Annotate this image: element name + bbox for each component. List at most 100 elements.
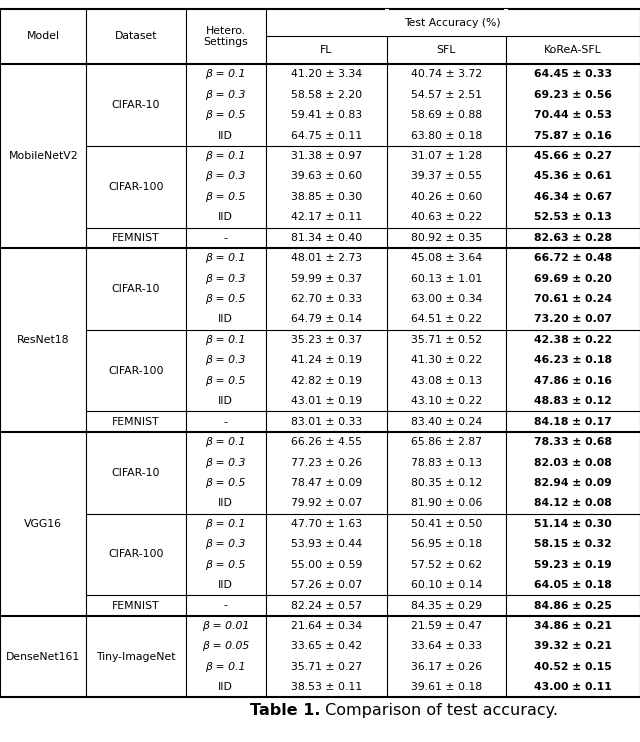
Text: 57.52 ± 0.62: 57.52 ± 0.62 bbox=[411, 559, 482, 570]
Text: IID: IID bbox=[218, 682, 233, 692]
Text: SFL: SFL bbox=[436, 45, 456, 56]
Text: 66.72 ± 0.48: 66.72 ± 0.48 bbox=[534, 253, 612, 263]
Text: β = 0.1: β = 0.1 bbox=[205, 69, 246, 79]
Text: 41.24 ± 0.19: 41.24 ± 0.19 bbox=[291, 355, 362, 365]
Text: 65.86 ± 2.87: 65.86 ± 2.87 bbox=[411, 437, 482, 447]
Text: 60.10 ± 0.14: 60.10 ± 0.14 bbox=[411, 580, 482, 590]
Text: 70.44 ± 0.53: 70.44 ± 0.53 bbox=[534, 110, 612, 120]
Text: 45.36 ± 0.61: 45.36 ± 0.61 bbox=[534, 171, 612, 182]
Text: Dataset: Dataset bbox=[115, 31, 157, 42]
Text: 59.41 ± 0.83: 59.41 ± 0.83 bbox=[291, 110, 362, 120]
Text: 42.38 ± 0.22: 42.38 ± 0.22 bbox=[534, 335, 612, 345]
Text: Hetero.
Settings: Hetero. Settings bbox=[204, 26, 248, 47]
Text: 40.26 ± 0.60: 40.26 ± 0.60 bbox=[411, 192, 482, 202]
Text: 38.53 ± 0.11: 38.53 ± 0.11 bbox=[291, 682, 362, 692]
Text: 66.26 ± 4.55: 66.26 ± 4.55 bbox=[291, 437, 362, 447]
Text: β = 0.5: β = 0.5 bbox=[205, 110, 246, 120]
Text: VGG16: VGG16 bbox=[24, 519, 62, 529]
Text: 70.61 ± 0.24: 70.61 ± 0.24 bbox=[534, 294, 612, 304]
Text: 82.03 ± 0.08: 82.03 ± 0.08 bbox=[534, 458, 612, 467]
Text: 80.92 ± 0.35: 80.92 ± 0.35 bbox=[411, 233, 482, 243]
Text: Comparison of test accuracy.: Comparison of test accuracy. bbox=[320, 703, 558, 718]
Text: 41.20 ± 3.34: 41.20 ± 3.34 bbox=[291, 69, 362, 79]
Text: 79.92 ± 0.07: 79.92 ± 0.07 bbox=[291, 499, 362, 508]
Text: CIFAR-100: CIFAR-100 bbox=[108, 182, 164, 191]
Text: 77.23 ± 0.26: 77.23 ± 0.26 bbox=[291, 458, 362, 467]
Text: 60.13 ± 1.01: 60.13 ± 1.01 bbox=[411, 274, 482, 283]
Text: 51.14 ± 0.30: 51.14 ± 0.30 bbox=[534, 519, 612, 529]
Text: 47.70 ± 1.63: 47.70 ± 1.63 bbox=[291, 519, 362, 529]
Text: 43.00 ± 0.11: 43.00 ± 0.11 bbox=[534, 682, 612, 692]
Text: FEMNIST: FEMNIST bbox=[112, 417, 160, 427]
Text: 43.10 ± 0.22: 43.10 ± 0.22 bbox=[411, 396, 482, 406]
Text: 55.00 ± 0.59: 55.00 ± 0.59 bbox=[291, 559, 362, 570]
Text: IID: IID bbox=[218, 396, 233, 406]
Text: 46.34 ± 0.67: 46.34 ± 0.67 bbox=[534, 192, 612, 202]
Text: IID: IID bbox=[218, 315, 233, 324]
Text: 59.99 ± 0.37: 59.99 ± 0.37 bbox=[291, 274, 362, 283]
Text: 83.01 ± 0.33: 83.01 ± 0.33 bbox=[291, 417, 362, 427]
Text: 40.74 ± 3.72: 40.74 ± 3.72 bbox=[411, 69, 482, 79]
Text: 62.70 ± 0.33: 62.70 ± 0.33 bbox=[291, 294, 362, 304]
Text: 35.71 ± 0.52: 35.71 ± 0.52 bbox=[411, 335, 482, 345]
Text: 33.65 ± 0.42: 33.65 ± 0.42 bbox=[291, 641, 362, 651]
Text: 45.66 ± 0.27: 45.66 ± 0.27 bbox=[534, 151, 612, 161]
Text: 48.01 ± 2.73: 48.01 ± 2.73 bbox=[291, 253, 362, 263]
Text: 59.23 ± 0.19: 59.23 ± 0.19 bbox=[534, 559, 612, 570]
Text: 82.63 ± 0.28: 82.63 ± 0.28 bbox=[534, 233, 612, 243]
Text: CIFAR-100: CIFAR-100 bbox=[108, 550, 164, 559]
Text: 53.93 ± 0.44: 53.93 ± 0.44 bbox=[291, 539, 362, 549]
Text: CIFAR-100: CIFAR-100 bbox=[108, 366, 164, 375]
Text: 84.86 ± 0.25: 84.86 ± 0.25 bbox=[534, 600, 612, 611]
Text: 21.64 ± 0.34: 21.64 ± 0.34 bbox=[291, 621, 362, 631]
Text: 40.63 ± 0.22: 40.63 ± 0.22 bbox=[411, 212, 482, 223]
Text: β = 0.3: β = 0.3 bbox=[205, 458, 246, 467]
Text: 63.00 ± 0.34: 63.00 ± 0.34 bbox=[411, 294, 482, 304]
Text: 58.15 ± 0.32: 58.15 ± 0.32 bbox=[534, 539, 612, 549]
Text: β = 0.05: β = 0.05 bbox=[202, 641, 249, 651]
Text: β = 0.1: β = 0.1 bbox=[205, 519, 246, 529]
Text: 45.08 ± 3.64: 45.08 ± 3.64 bbox=[411, 253, 482, 263]
Text: 54.57 ± 2.51: 54.57 ± 2.51 bbox=[411, 90, 482, 99]
Text: IID: IID bbox=[218, 131, 233, 140]
Text: 69.69 ± 0.20: 69.69 ± 0.20 bbox=[534, 274, 612, 283]
Text: β = 0.5: β = 0.5 bbox=[205, 478, 246, 488]
Text: -: - bbox=[223, 233, 228, 243]
Text: 39.32 ± 0.21: 39.32 ± 0.21 bbox=[534, 641, 612, 651]
Text: 64.51 ± 0.22: 64.51 ± 0.22 bbox=[411, 315, 482, 324]
Text: 43.01 ± 0.19: 43.01 ± 0.19 bbox=[291, 396, 362, 406]
Text: 50.41 ± 0.50: 50.41 ± 0.50 bbox=[411, 519, 482, 529]
Text: CIFAR-10: CIFAR-10 bbox=[112, 100, 160, 110]
Text: 64.79 ± 0.14: 64.79 ± 0.14 bbox=[291, 315, 362, 324]
Text: 69.23 ± 0.56: 69.23 ± 0.56 bbox=[534, 90, 612, 99]
Text: β = 0.3: β = 0.3 bbox=[205, 90, 246, 99]
Text: FEMNIST: FEMNIST bbox=[112, 233, 160, 243]
Text: Table 1.: Table 1. bbox=[250, 703, 320, 718]
Bar bbox=[504, 9, 508, 36]
Text: 33.64 ± 0.33: 33.64 ± 0.33 bbox=[411, 641, 482, 651]
Text: 40.52 ± 0.15: 40.52 ± 0.15 bbox=[534, 662, 612, 672]
Text: 35.71 ± 0.27: 35.71 ± 0.27 bbox=[291, 662, 362, 672]
Text: 46.23 ± 0.18: 46.23 ± 0.18 bbox=[534, 355, 612, 365]
Text: β = 0.3: β = 0.3 bbox=[205, 274, 246, 283]
Text: 82.94 ± 0.09: 82.94 ± 0.09 bbox=[534, 478, 612, 488]
Text: 83.40 ± 0.24: 83.40 ± 0.24 bbox=[411, 417, 482, 427]
Text: 39.63 ± 0.60: 39.63 ± 0.60 bbox=[291, 171, 362, 182]
Text: 35.23 ± 0.37: 35.23 ± 0.37 bbox=[291, 335, 362, 345]
Text: 31.38 ± 0.97: 31.38 ± 0.97 bbox=[291, 151, 362, 161]
Text: CIFAR-10: CIFAR-10 bbox=[112, 284, 160, 294]
Text: β = 0.5: β = 0.5 bbox=[205, 294, 246, 304]
Text: 39.37 ± 0.55: 39.37 ± 0.55 bbox=[411, 171, 482, 182]
Text: 75.87 ± 0.16: 75.87 ± 0.16 bbox=[534, 131, 612, 140]
Text: ResNet18: ResNet18 bbox=[17, 335, 70, 345]
Text: 52.53 ± 0.13: 52.53 ± 0.13 bbox=[534, 212, 612, 223]
Text: β = 0.5: β = 0.5 bbox=[205, 559, 246, 570]
Text: 84.35 ± 0.29: 84.35 ± 0.29 bbox=[411, 600, 482, 611]
Text: 64.75 ± 0.11: 64.75 ± 0.11 bbox=[291, 131, 362, 140]
Text: 58.69 ± 0.88: 58.69 ± 0.88 bbox=[411, 110, 482, 120]
Text: 21.59 ± 0.47: 21.59 ± 0.47 bbox=[411, 621, 482, 631]
Text: 41.30 ± 0.22: 41.30 ± 0.22 bbox=[411, 355, 482, 365]
Text: 63.80 ± 0.18: 63.80 ± 0.18 bbox=[411, 131, 482, 140]
Text: 78.83 ± 0.13: 78.83 ± 0.13 bbox=[411, 458, 482, 467]
Text: 81.34 ± 0.40: 81.34 ± 0.40 bbox=[291, 233, 362, 243]
